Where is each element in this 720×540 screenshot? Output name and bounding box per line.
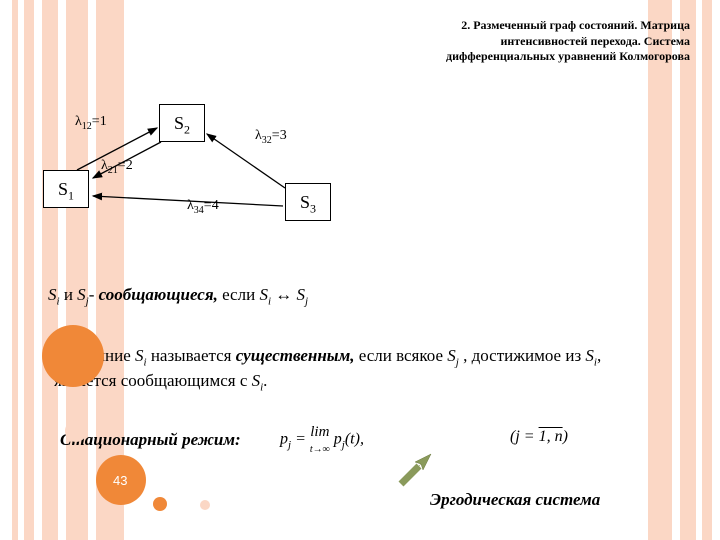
limit-formula: pj = limt→∞ pj(t), bbox=[280, 424, 364, 456]
state-graph: S1 S2 S3 λ12=1 λ21=2 λ32=3 λ34=4 bbox=[25, 98, 355, 248]
edge-label: λ34=4 bbox=[187, 198, 219, 216]
decorative-circle bbox=[65, 420, 87, 442]
slide-header: 2. Размеченный граф состояний. Матрица и… bbox=[380, 18, 690, 65]
edge-label: λ21=2 bbox=[101, 158, 133, 176]
decorative-circle bbox=[153, 497, 167, 511]
page-number: 43 bbox=[113, 473, 127, 488]
pointer-arrow-icon bbox=[395, 450, 435, 495]
header-line1: 2. Размеченный граф состояний. Матрица bbox=[380, 18, 690, 34]
definition-essential: Состояние Si называется существенным, ес… bbox=[54, 345, 614, 395]
stationary-label: Стационарный режим: bbox=[60, 430, 241, 450]
edge-label: λ32=3 bbox=[255, 128, 287, 146]
decorative-circle bbox=[42, 325, 104, 387]
decorative-circle bbox=[200, 500, 210, 510]
graph-node-s1: S1 bbox=[43, 170, 89, 208]
slide-content: 2. Размеченный граф состояний. Матрица и… bbox=[0, 0, 720, 540]
index-range: (j = 1, n) bbox=[510, 428, 568, 446]
ergodic-label: Эргодическая система bbox=[430, 490, 600, 510]
graph-node-s2: S2 bbox=[159, 104, 205, 142]
graph-node-s3: S3 bbox=[285, 183, 331, 221]
header-line3: дифференциальных уравнений Колмогорова bbox=[380, 49, 690, 65]
definition-communicating: Si и Sj- сообщающиеся, если Si ↔ Sj bbox=[48, 285, 308, 307]
header-line2: интенсивностей перехода. Система bbox=[380, 34, 690, 50]
edge-label: λ12=1 bbox=[75, 114, 107, 132]
